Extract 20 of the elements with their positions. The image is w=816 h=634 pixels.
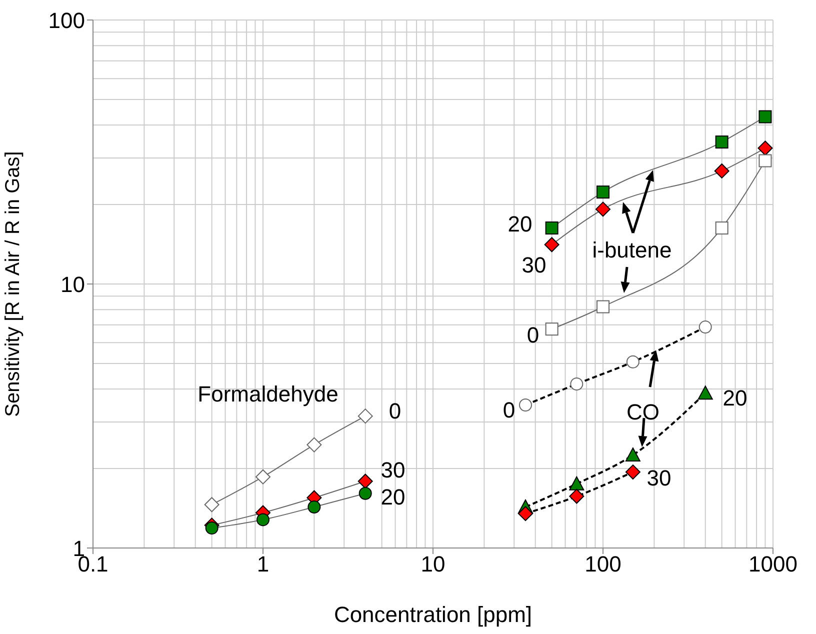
- x-axis-title: Concentration [ppm]: [334, 602, 532, 627]
- x-tick-label: 1000: [748, 552, 798, 577]
- annotation: 0: [526, 322, 540, 348]
- y-tick-label: 10: [60, 272, 85, 297]
- annotation: CO: [626, 400, 660, 424]
- annotation: 30: [522, 252, 546, 278]
- annotation: i-butene: [592, 238, 672, 262]
- y-tick-label: 100: [48, 8, 85, 33]
- annotation: Formaldehyde: [198, 382, 338, 406]
- annotation: 20: [508, 212, 532, 236]
- annotation: 0: [502, 398, 516, 422]
- x-tick-label: 1: [256, 552, 270, 577]
- annotation: 30: [380, 458, 406, 482]
- annotation: 20: [380, 484, 406, 510]
- annotation: 30: [646, 466, 672, 490]
- x-tick-label: 100: [584, 552, 622, 577]
- x-tick-label: 10: [420, 552, 446, 577]
- annotation: 20: [722, 386, 748, 410]
- annotation: 0: [388, 398, 402, 424]
- y-axis-title: Sensitivity [R in Air / R in Gas]: [2, 151, 24, 417]
